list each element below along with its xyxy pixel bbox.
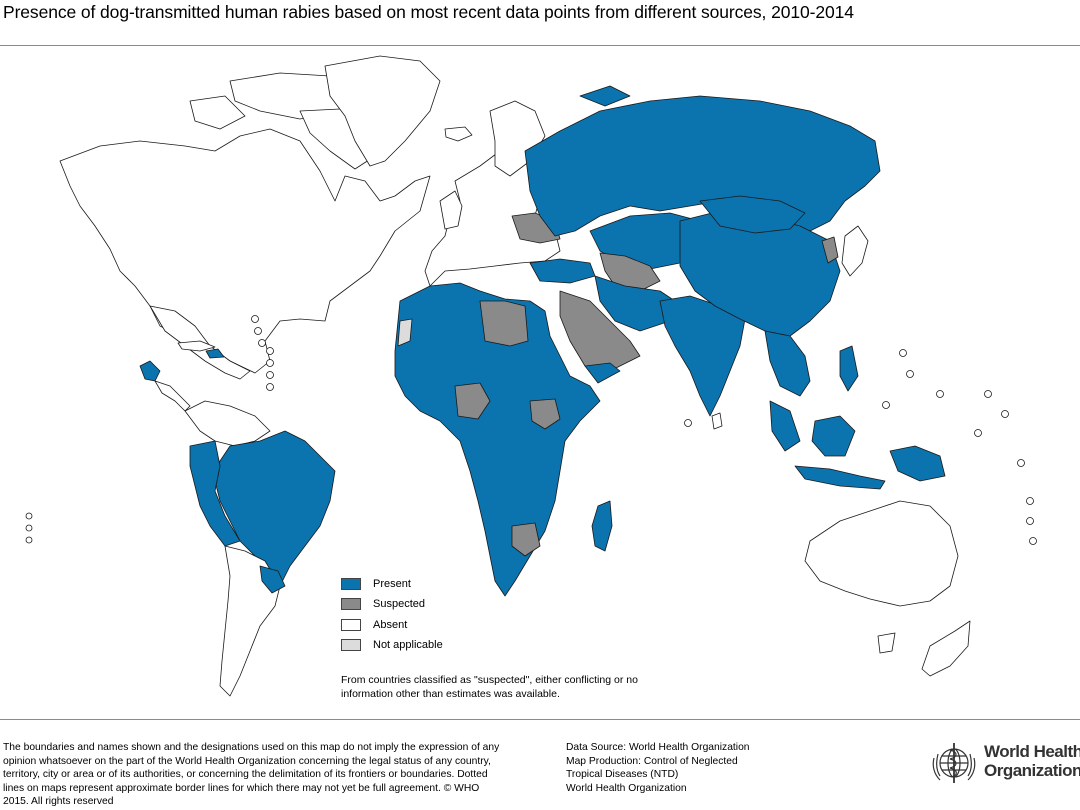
region-arctic-islands-2	[189, 95, 246, 130]
region-north-america	[59, 128, 431, 374]
island-marker	[25, 512, 33, 520]
island-marker	[936, 390, 944, 398]
island-marker	[984, 390, 992, 398]
source-line: World Health Organization	[566, 782, 687, 794]
legend-swatch-not-applicable	[341, 639, 361, 651]
region-malaysia	[769, 400, 801, 452]
who-name-line2: Organization	[984, 761, 1080, 780]
region-tasmania	[877, 632, 896, 654]
island-marker	[1001, 410, 1009, 418]
island-marker	[906, 370, 914, 378]
island-marker	[258, 339, 266, 347]
island-marker	[899, 349, 907, 357]
island-marker	[254, 327, 262, 335]
region-haiti	[205, 348, 225, 359]
island-marker	[266, 383, 274, 391]
region-brazil	[214, 430, 336, 587]
region-southeast-asia	[764, 330, 811, 397]
region-russia	[524, 95, 881, 237]
region-indonesia	[794, 465, 886, 490]
region-nigeria-suspected	[454, 382, 491, 420]
legend-swatch-absent	[341, 619, 361, 631]
region-uk	[439, 190, 463, 230]
world-map-svg	[25, 55, 1037, 697]
island-marker	[266, 371, 274, 379]
region-russia-islands	[579, 85, 631, 107]
region-north-africa	[394, 282, 601, 597]
source-line: Tropical Diseases (NTD)	[566, 769, 679, 781]
region-mongolia	[699, 195, 806, 234]
region-botswana-suspected	[511, 522, 541, 557]
region-yemen-oman	[584, 362, 621, 384]
region-caspian-suspected	[599, 252, 661, 292]
region-japan	[841, 225, 869, 277]
source-line: Data Source: World Health Organization	[566, 742, 750, 753]
region-drc-suspected	[529, 398, 561, 430]
legend-label: Suspected	[373, 598, 425, 610]
who-logo-text: World Health Organization	[984, 742, 1080, 780]
island-marker	[882, 401, 890, 409]
region-paraguay-uruguay	[259, 565, 286, 594]
island-marker	[974, 429, 982, 437]
region-central-america	[139, 360, 161, 382]
region-west-south-america	[189, 440, 241, 547]
legend-label: Present	[373, 578, 411, 590]
region-cuba	[177, 340, 216, 352]
who-name-line1: World Health	[984, 742, 1080, 761]
region-western-sahara-na	[397, 318, 413, 347]
island-marker	[25, 536, 33, 544]
region-venezuela-colombia	[184, 400, 271, 447]
island-marker	[266, 347, 274, 355]
legend-swatch-present	[341, 578, 361, 590]
region-philippines	[839, 345, 859, 392]
who-logo: World Health Organization	[928, 738, 1080, 788]
island-marker	[251, 315, 259, 323]
legend-label: Not applicable	[373, 639, 443, 651]
world-map	[0, 45, 1080, 720]
who-emblem-icon	[932, 743, 976, 783]
legend-label: Absent	[373, 619, 408, 631]
region-borneo	[811, 415, 856, 457]
island-marker	[1017, 459, 1025, 467]
island-marker	[684, 419, 692, 427]
legend-note: From countries classified as "suspected"…	[341, 674, 638, 700]
source-credits: Data Source: World Health Organization M…	[566, 741, 796, 795]
map-title: Presence of dog-transmitted human rabies…	[3, 2, 854, 22]
region-iceland	[444, 126, 473, 142]
island-marker	[1026, 517, 1034, 525]
island-marker	[266, 359, 274, 367]
region-new-zealand	[921, 620, 971, 677]
legend-swatch-suspected	[341, 598, 361, 610]
region-libya-suspected	[479, 300, 529, 347]
source-line: Map Production: Control of Neglected	[566, 755, 738, 767]
region-turkey	[529, 258, 596, 284]
island-marker	[1026, 497, 1034, 505]
region-new-guinea	[889, 445, 946, 482]
region-greenland	[324, 55, 441, 167]
region-australia	[804, 500, 959, 607]
region-central-america-2	[154, 380, 191, 412]
region-madagascar	[591, 500, 613, 552]
region-sri-lanka	[711, 412, 723, 430]
island-marker	[1029, 537, 1037, 545]
region-korea-suspected	[821, 236, 839, 264]
region-arabia	[559, 290, 641, 377]
island-marker	[25, 524, 33, 532]
disclaimer-text: The boundaries and names shown and the d…	[3, 742, 500, 808]
